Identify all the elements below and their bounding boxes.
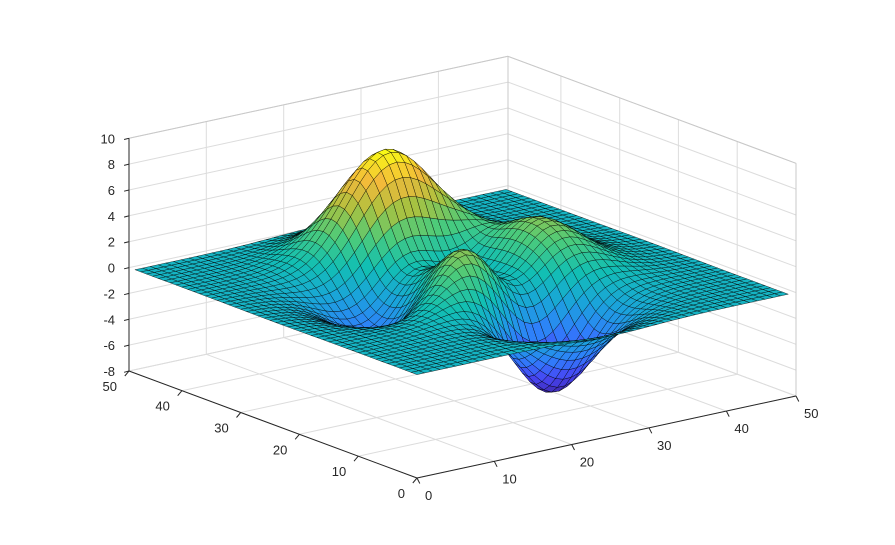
x-tick-mark: [493, 461, 498, 468]
box-edge: [507, 55, 797, 164]
x-tick-label: 50: [804, 406, 818, 421]
back-wall-grid-line: [128, 107, 509, 191]
z-tick-mark: [123, 189, 130, 192]
x-tick-mark: [571, 444, 575, 451]
z-tick-label: 10: [101, 131, 115, 146]
side-wall-grid-line: [507, 81, 797, 190]
box-edge: [128, 55, 509, 139]
z-tick-mark: [123, 137, 130, 140]
x-axis-line: [416, 395, 797, 479]
z-tick-mark: [123, 370, 130, 373]
y-tick-label: 0: [398, 486, 405, 501]
y-tick-mark: [412, 477, 418, 484]
y-tick-label: 20: [273, 442, 287, 457]
z-tick-label: 2: [108, 235, 115, 250]
y-tick-mark: [124, 370, 130, 377]
back-wall-grid-line: [128, 81, 509, 165]
side-wall-grid-line: [507, 185, 797, 294]
z-tick-mark: [123, 215, 130, 218]
y-tick-label: 30: [214, 421, 228, 436]
back-wall-grid-line: [128, 133, 509, 217]
x-tick-label: 0: [425, 488, 432, 503]
y-tick-label: 40: [155, 399, 169, 414]
z-tick-label: -2: [103, 286, 115, 301]
z-tick-mark: [123, 241, 130, 244]
z-tick-label: -4: [103, 312, 115, 327]
y-tick-mark: [294, 433, 300, 440]
y-tick-label: 50: [103, 379, 117, 394]
z-tick-label: 8: [108, 157, 115, 172]
z-tick-mark: [123, 292, 130, 296]
z-tick-label: 0: [108, 261, 115, 276]
side-wall-grid-line: [507, 107, 797, 216]
side-wall-grid-line: [507, 133, 797, 242]
z-tick-label: 6: [108, 183, 115, 198]
z-tick-label: -6: [103, 338, 115, 353]
back-wall-grid-line: [128, 159, 509, 243]
y-tick-mark: [177, 390, 183, 397]
surface-mesh: [134, 148, 790, 393]
floor-grid-line: [206, 353, 495, 462]
y-tick-mark: [353, 455, 359, 462]
surface-patch: [773, 291, 790, 297]
floor-grid-line: [299, 351, 679, 435]
x-tick-label: 20: [580, 455, 594, 470]
x-tick-mark: [416, 477, 421, 484]
x-tick-label: 40: [734, 421, 748, 436]
floor-grid-line: [283, 337, 572, 445]
x-tick-label: 30: [657, 438, 671, 453]
side-wall-grid-line: [507, 159, 797, 268]
y-axis-line: [128, 370, 418, 479]
z-tick-mark: [123, 318, 130, 321]
x-tick-label: 10: [502, 471, 516, 486]
z-tick-label: 4: [108, 209, 115, 224]
z-tick-mark: [123, 344, 130, 347]
z-tick-mark: [123, 267, 130, 270]
x-tick-mark: [725, 410, 730, 417]
axes: [128, 138, 797, 479]
x-tick-mark: [648, 427, 653, 434]
x-tick-mark: [795, 395, 800, 402]
floor-grid-line: [358, 373, 738, 457]
y-tick-label: 10: [332, 464, 346, 479]
z-tick-label: -8: [103, 364, 115, 379]
y-tick-mark: [236, 412, 242, 418]
z-tick-mark: [123, 163, 130, 166]
